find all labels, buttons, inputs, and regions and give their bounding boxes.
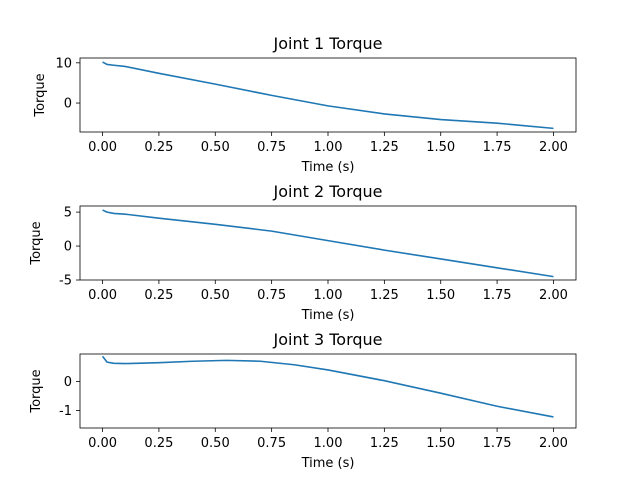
x-tick-label: 2.00 <box>539 140 568 155</box>
x-tick-label: 1.75 <box>483 288 512 303</box>
x-tick-label: 1.50 <box>426 288 455 303</box>
x-tick-label: 0.75 <box>257 288 286 303</box>
y-tick-label: -5 <box>59 274 72 289</box>
x-tick-label: 0.50 <box>201 140 230 155</box>
x-tick-label: 1.25 <box>370 436 399 451</box>
x-tick-label: 0.00 <box>88 288 117 303</box>
x-tick-label: 0.75 <box>257 436 286 451</box>
x-axis-label: Time (s) <box>301 160 355 175</box>
x-tick-label: 1.00 <box>314 436 343 451</box>
y-tick-label: 10 <box>55 56 72 71</box>
y-axis-label: Torque <box>33 73 48 117</box>
x-tick-label: 0.50 <box>201 436 230 451</box>
x-tick-label: 0.25 <box>144 288 173 303</box>
x-tick-label: 2.00 <box>539 436 568 451</box>
subplot-joint-1: 0.00 0.25 0.50 0.75 1.00 1.25 1.50 1.75 2.00 10 0 J… <box>33 34 577 175</box>
series-line-1 <box>101 355 554 418</box>
series-line-1 <box>102 61 554 130</box>
y-axis-label: Torque <box>29 221 44 265</box>
series-line-1 <box>102 209 554 278</box>
chart-title: Joint 1 Torque <box>273 34 383 53</box>
y-tick-label: 0 <box>64 240 72 255</box>
subplot-joint-3: 0.00 0.25 0.50 0.75 1.00 1.25 1.50 1.75 2.00 0 -1 J… <box>29 330 577 471</box>
x-tick-label: 1.25 <box>370 140 399 155</box>
x-tick-label: 1.50 <box>426 436 455 451</box>
y-tick-label: 5 <box>64 206 72 221</box>
chart-title: Joint 2 Torque <box>273 182 383 201</box>
y-tick-label: 0 <box>64 375 72 390</box>
x-tick-label: 1.00 <box>314 140 343 155</box>
y-tick-label: -1 <box>59 404 72 419</box>
x-tick-label: 1.25 <box>370 288 399 303</box>
x-tick-label: 0.00 <box>88 140 117 155</box>
x-tick-label: 2.00 <box>539 288 568 303</box>
y-tick-label: 0 <box>64 97 72 112</box>
x-tick-label: 0.00 <box>88 436 117 451</box>
x-tick-label: 0.75 <box>257 140 286 155</box>
chart-title: Joint 3 Torque <box>273 330 383 349</box>
x-tick-label: 1.00 <box>314 288 343 303</box>
x-tick-label: 1.75 <box>483 436 512 451</box>
x-tick-label: 1.75 <box>483 140 512 155</box>
x-tick-label: 0.25 <box>144 436 173 451</box>
x-tick-label: 1.50 <box>426 140 455 155</box>
subplot-joint-2: 0.00 0.25 0.50 0.75 1.00 1.25 1.50 1.75 2.00 5 0 -5… <box>29 182 577 323</box>
x-axis-label: Time (s) <box>301 456 355 471</box>
y-axis-label: Torque <box>29 369 44 413</box>
x-tick-label: 0.50 <box>201 288 230 303</box>
x-tick-label: 0.25 <box>144 140 173 155</box>
x-axis-label: Time (s) <box>301 308 355 323</box>
